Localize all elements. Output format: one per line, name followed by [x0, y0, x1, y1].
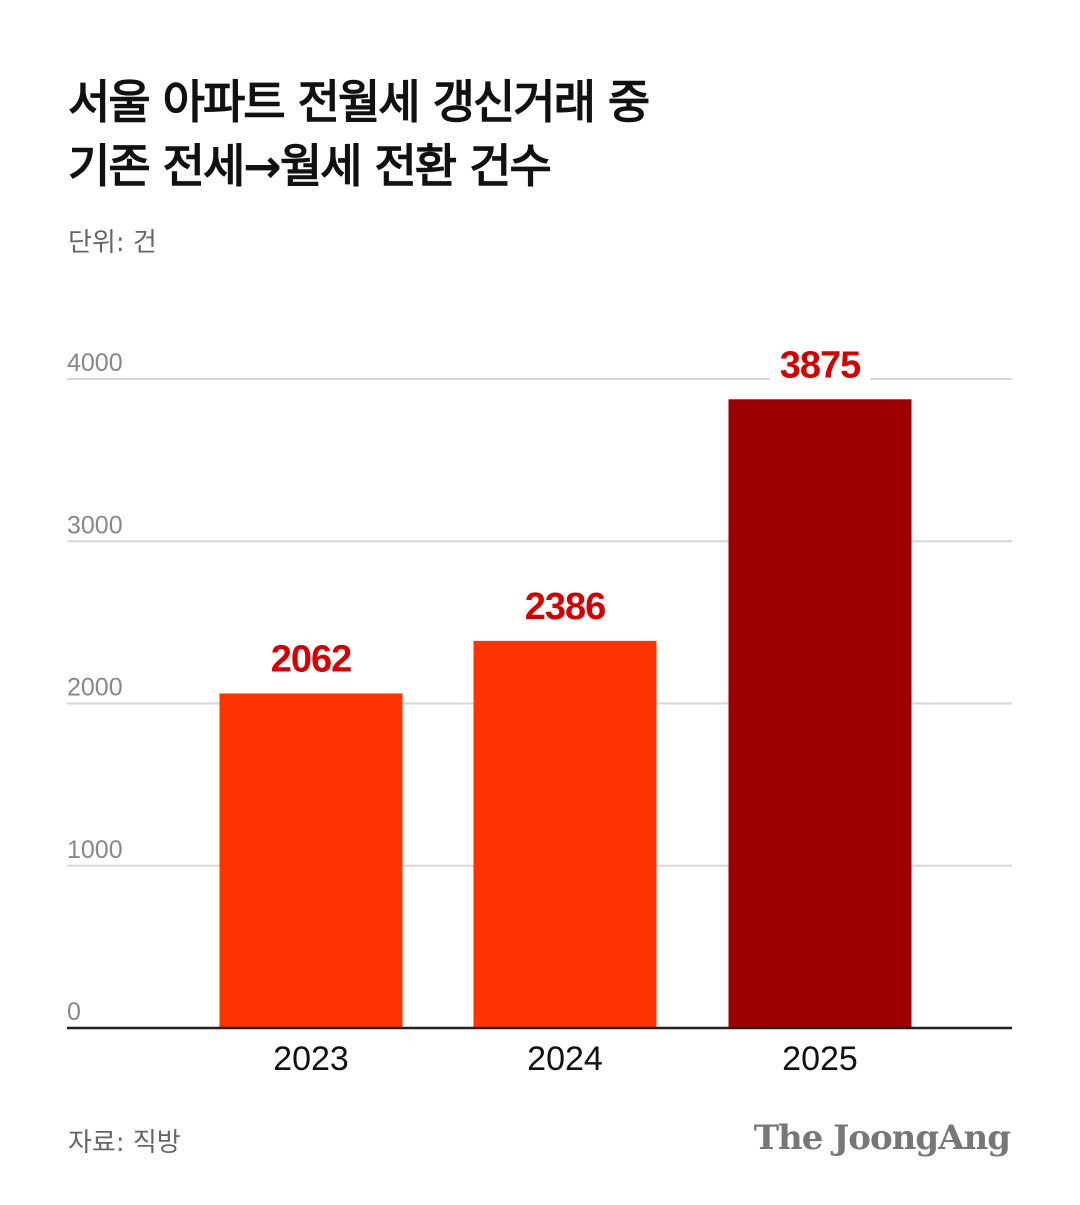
data-label-background — [515, 590, 615, 627]
publisher-logo: The JoongAng — [753, 1118, 1011, 1158]
data-label-background — [770, 349, 870, 386]
title-line-2: 기존 전세→월세 전환 건수 — [68, 139, 552, 193]
data-label-background — [261, 643, 361, 680]
bar-2023 — [219, 693, 403, 1028]
bar-2024 — [473, 640, 657, 1028]
x-tick-label: 2025 — [782, 1040, 858, 1078]
x-tick-label: 2023 — [273, 1040, 349, 1078]
y-tick-label: 0 — [67, 998, 81, 1026]
x-tick-label: 2024 — [527, 1040, 603, 1078]
title-line-1: 서울 아파트 전월세 갱신거래 중 — [68, 75, 650, 129]
source-label: 자료: 직방 — [68, 1128, 181, 1158]
data-label: 3875 — [780, 344, 861, 386]
y-tick-label: 4000 — [67, 349, 123, 377]
chart-title: 서울 아파트 전월세 갱신거래 중 기존 전세→월세 전환 건수 — [68, 70, 650, 198]
y-tick-label: 2000 — [67, 674, 123, 702]
unit-label: 단위: 건 — [68, 228, 157, 258]
bar-2025 — [728, 399, 912, 1028]
data-label: 2062 — [271, 638, 352, 680]
data-label: 2386 — [525, 586, 606, 628]
y-tick-label: 3000 — [67, 511, 123, 539]
y-tick-label: 1000 — [67, 836, 123, 864]
